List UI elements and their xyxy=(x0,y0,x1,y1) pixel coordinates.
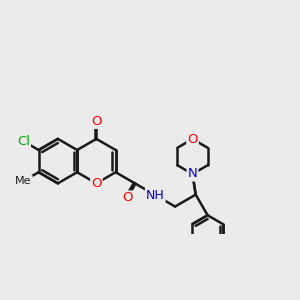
Text: O: O xyxy=(122,191,132,205)
Text: O: O xyxy=(91,177,102,190)
Text: O: O xyxy=(91,115,102,128)
Text: N: N xyxy=(188,167,197,181)
Text: Me: Me xyxy=(15,176,32,186)
Text: O: O xyxy=(187,133,198,146)
Text: NH: NH xyxy=(146,189,165,202)
Text: Cl: Cl xyxy=(17,135,30,148)
